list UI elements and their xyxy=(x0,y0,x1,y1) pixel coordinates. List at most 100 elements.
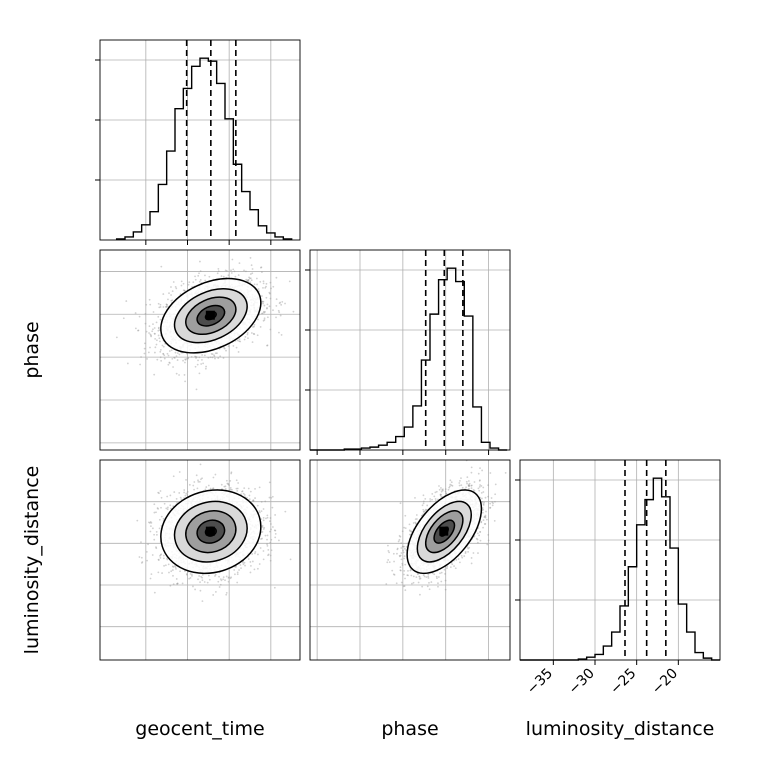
scatter-point xyxy=(209,356,212,359)
scatter-point xyxy=(187,356,190,359)
scatter-point xyxy=(230,576,233,579)
scatter-point xyxy=(252,499,255,502)
scatter-point xyxy=(477,472,480,475)
scatter-point xyxy=(160,265,163,268)
scatter-point xyxy=(257,318,259,321)
scatter-point xyxy=(184,494,187,497)
scatter-point xyxy=(251,553,254,555)
scatter-point xyxy=(169,494,172,497)
scatter-point xyxy=(164,564,167,567)
scatter-point xyxy=(264,500,267,503)
scatter-point xyxy=(268,305,271,308)
scatter-point xyxy=(198,480,201,483)
scatter-point xyxy=(161,572,163,574)
scatter-point xyxy=(260,538,262,540)
scatter-point xyxy=(265,282,268,285)
scatter-point xyxy=(245,278,248,281)
scatter-point xyxy=(222,576,225,579)
scatter-point xyxy=(468,482,471,485)
scatter-point xyxy=(258,510,261,512)
scatter-point xyxy=(266,344,269,347)
scatter-point xyxy=(193,481,196,483)
scatter-point xyxy=(151,330,154,333)
scatter-point xyxy=(207,356,210,359)
scatter-point xyxy=(269,517,272,519)
scatter-point xyxy=(178,374,180,376)
scatter-point xyxy=(467,480,470,482)
scatter-point xyxy=(229,577,232,580)
scatter-point xyxy=(236,489,239,492)
scatter-point xyxy=(449,483,452,486)
scatter-point xyxy=(200,478,202,481)
scatter-point xyxy=(157,329,160,332)
density-peak-cell xyxy=(205,526,215,536)
y-tick-label: −35 xyxy=(66,622,98,654)
panel-frame xyxy=(309,249,511,451)
scatter-point xyxy=(153,332,156,335)
scatter-point xyxy=(164,306,167,308)
scatter-point xyxy=(154,337,157,340)
scatter-point xyxy=(236,581,239,584)
scatter-point xyxy=(183,489,186,491)
scatter-point xyxy=(197,359,199,362)
scatter-point xyxy=(160,496,163,499)
scatter-point xyxy=(220,275,223,278)
scatter-point xyxy=(244,564,246,567)
y-tick-label: −20 xyxy=(66,497,98,529)
scatter-point xyxy=(216,352,218,355)
scatter-point xyxy=(229,487,232,489)
scatter-point xyxy=(166,506,169,509)
scatter-point xyxy=(270,523,272,525)
scatter-point xyxy=(172,475,175,478)
scatter-point xyxy=(171,290,174,293)
scatter-point xyxy=(191,573,193,576)
scatter-point xyxy=(175,567,177,570)
scatter-point xyxy=(388,551,391,554)
scatter-point xyxy=(200,363,203,365)
scatter-point xyxy=(137,329,139,332)
scatter-point xyxy=(162,345,165,348)
scatter-point xyxy=(165,507,168,510)
scatter-point xyxy=(195,474,198,477)
scatter-point xyxy=(249,257,252,259)
scatter-point xyxy=(159,490,162,492)
scatter-point xyxy=(266,303,269,306)
scatter-point xyxy=(211,356,214,359)
scatter-point xyxy=(401,564,404,567)
scatter-point xyxy=(208,578,211,581)
scatter-point xyxy=(274,529,277,532)
scatter-point xyxy=(422,510,425,513)
scatter-point xyxy=(269,554,272,557)
scatter-point xyxy=(403,557,406,560)
scatter-point xyxy=(163,354,166,357)
scatter-point xyxy=(195,388,198,391)
scatter-point xyxy=(204,274,206,277)
scatter-point xyxy=(225,479,228,482)
scatter-point xyxy=(241,490,244,493)
scatter-point xyxy=(274,536,277,539)
scatter-point xyxy=(171,569,174,571)
scatter-point xyxy=(236,571,239,574)
scatter-point xyxy=(220,483,223,486)
scatter-point xyxy=(232,268,235,271)
scatter-point xyxy=(214,573,217,576)
scatter-point xyxy=(174,285,177,288)
scatter-point xyxy=(196,363,199,366)
scatter-point xyxy=(235,487,238,490)
scatter-point xyxy=(494,500,496,503)
scatter-point xyxy=(155,343,158,346)
scatter-point xyxy=(199,260,201,263)
scatter-point xyxy=(211,353,214,356)
scatter-point xyxy=(166,352,169,355)
scatter-point xyxy=(167,354,170,357)
panel-frame xyxy=(99,39,301,241)
scatter-point xyxy=(403,569,406,572)
scatter-point xyxy=(440,487,442,489)
scatter-point xyxy=(154,351,156,354)
histogram-step xyxy=(115,57,293,240)
scatter-point xyxy=(171,299,174,302)
scatter-point xyxy=(166,558,169,561)
scatter-point xyxy=(239,564,242,566)
scatter-point xyxy=(266,538,268,541)
scatter-point xyxy=(175,355,178,358)
